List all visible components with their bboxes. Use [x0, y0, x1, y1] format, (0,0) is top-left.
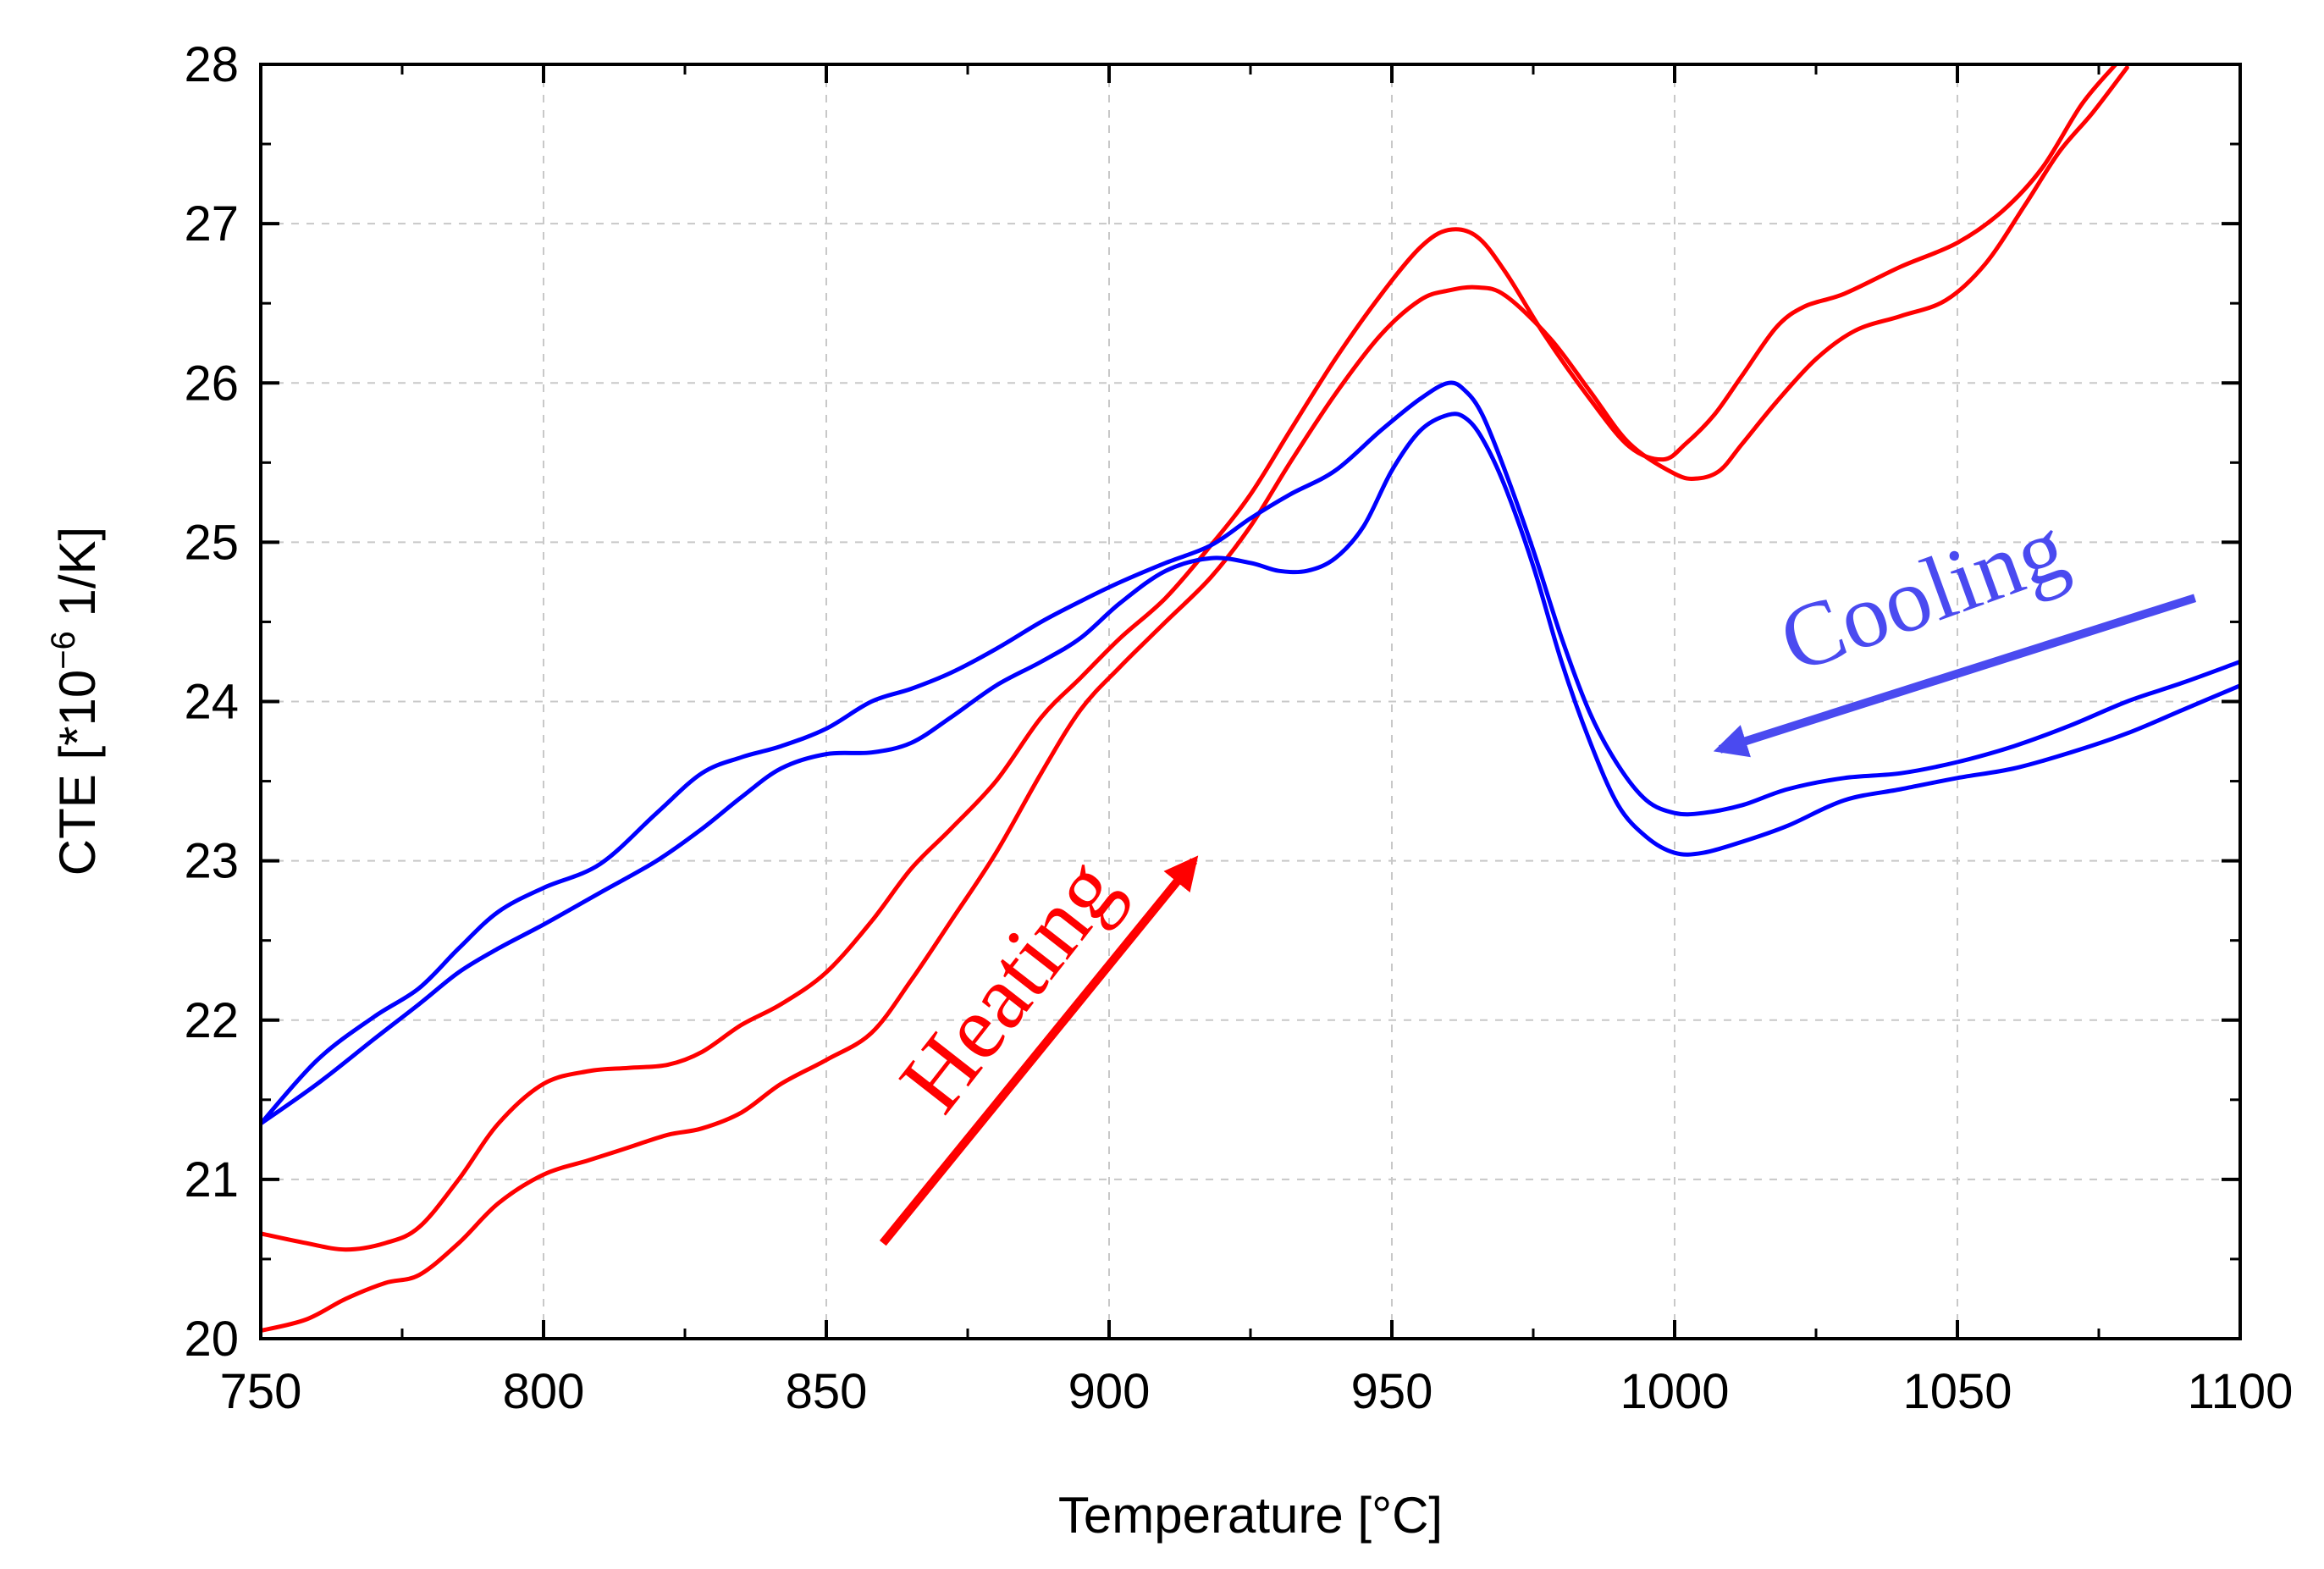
x-tick-label: 750: [220, 1364, 302, 1419]
y-axis-title-suffix: 1/K]: [49, 527, 106, 631]
axis-ticks: [259, 63, 2242, 1340]
y-tick-label: 26: [184, 356, 239, 411]
y-tick-label: 24: [184, 675, 239, 730]
y-tick-label: 20: [184, 1312, 239, 1367]
y-tick-labels: 20 21 22 23 24 25 26 27 28: [184, 37, 239, 1367]
y-axis-title: CTE [*10−6 1/K]: [45, 527, 106, 876]
series-line-cooling-2: [261, 412, 2240, 1126]
x-tick-label: 850: [786, 1364, 868, 1419]
series-line-heating-1: [261, 64, 2118, 1252]
y-axis-title-exponent: −6: [45, 631, 82, 670]
x-tick-labels: 750 800 850 900 950 1000 1050 1100: [220, 1364, 2294, 1419]
heating-arrow: [879, 855, 1199, 1246]
y-tick-label: 22: [184, 993, 239, 1048]
series-line-heating-2: [261, 65, 2129, 1334]
cooling-annotation: Cooling: [1768, 497, 2079, 693]
series-line-cooling-1: [261, 380, 2240, 1126]
x-axis-title: Temperature [°C]: [1058, 1487, 1443, 1544]
x-tick-label: 950: [1351, 1364, 1433, 1419]
x-tick-label: 900: [1068, 1364, 1151, 1419]
x-tick-label: 1100: [2188, 1364, 2294, 1419]
y-tick-label: 25: [184, 515, 239, 570]
y-axis-title-prefix: CTE [*10: [49, 670, 106, 876]
y-tick-label: 21: [184, 1152, 239, 1207]
grid: [261, 64, 2240, 1339]
x-tick-label: 800: [503, 1364, 585, 1419]
y-tick-label: 23: [184, 834, 239, 889]
series-group: [261, 64, 2240, 1334]
y-tick-label: 28: [184, 37, 239, 92]
x-tick-label: 1000: [1620, 1364, 1729, 1419]
y-tick-label: 27: [184, 196, 239, 251]
x-tick-label: 1050: [1902, 1364, 2012, 1419]
cooling-arrow: [1713, 594, 2197, 758]
